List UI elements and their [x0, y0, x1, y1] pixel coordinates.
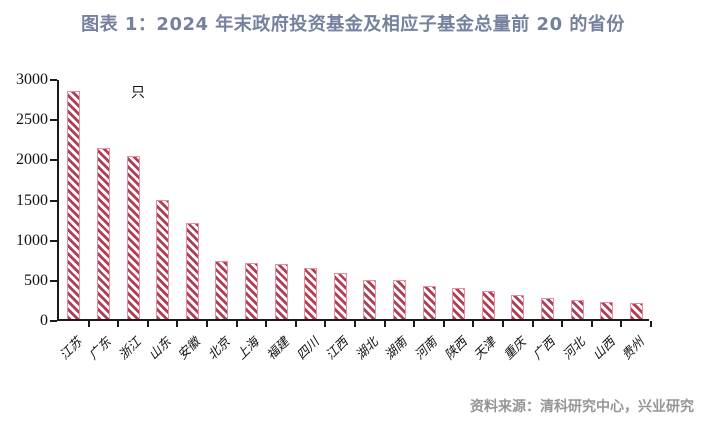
y-tick-mark: [50, 239, 57, 242]
x-tick-mark: [413, 321, 416, 327]
x-axis-label: 江西: [322, 334, 351, 363]
x-axis-label: 浙江: [115, 334, 144, 363]
x-axis-label: 贵州: [618, 334, 647, 363]
y-tick-label: 0: [40, 312, 48, 329]
bar-浙江: [126, 155, 140, 319]
x-axis-label: 天津: [470, 334, 499, 363]
y-tick-label: 2000: [16, 151, 48, 169]
x-tick-mark: [650, 321, 652, 327]
x-tick-mark: [531, 321, 534, 327]
x-tick-mark: [620, 321, 623, 327]
x-tick-mark: [146, 321, 149, 327]
x-axis-label: 河南: [411, 334, 440, 363]
x-axis-label: 江苏: [56, 334, 85, 363]
x-tick-mark: [324, 321, 327, 327]
x-axis-label: 山西: [589, 334, 618, 363]
x-tick-mark: [176, 321, 179, 327]
y-tick-label: 2500: [16, 111, 48, 129]
x-axis-label: 广西: [529, 334, 559, 363]
x-axis-label: 河北: [559, 334, 588, 363]
y-tick-label: 500: [24, 271, 48, 289]
bar-河南: [422, 286, 436, 319]
x-axis-label: 重庆: [500, 334, 529, 363]
x-axis-label: 陕西: [441, 334, 470, 363]
bar-四川: [304, 268, 318, 319]
source-note: 资料来源：清科研究中心，兴业研究: [470, 399, 694, 415]
x-tick-mark: [354, 321, 356, 327]
y-tick-mark: [50, 279, 57, 282]
bar-上海: [244, 262, 258, 319]
bar-江西: [333, 273, 347, 319]
y-tick-mark: [50, 159, 57, 162]
x-tick-mark: [87, 321, 90, 327]
x-tick-mark: [590, 321, 593, 327]
bar-广东: [96, 148, 110, 319]
x-tick-mark: [442, 321, 445, 327]
bar-安徽: [185, 222, 199, 319]
y-tick-mark: [50, 79, 57, 81]
y-tick-label: 1500: [16, 191, 48, 209]
x-tick-mark: [206, 321, 208, 327]
x-tick-mark: [265, 321, 268, 327]
bar-湖南: [392, 280, 406, 319]
x-axis-label: 湖南: [381, 334, 411, 363]
bar-湖北: [363, 279, 377, 319]
y-tick-mark: [50, 199, 57, 202]
x-axis-label: 安徽: [174, 334, 203, 363]
y-tick-mark: [50, 119, 57, 122]
bar-山西: [600, 301, 614, 319]
x-axis-label: 福建: [263, 334, 292, 363]
x-axis-label: 北京: [204, 334, 233, 363]
bar-广西: [540, 297, 554, 319]
x-tick-mark: [383, 321, 386, 327]
x-tick-mark: [472, 321, 475, 327]
x-tick-mark: [117, 321, 120, 327]
bar-陕西: [452, 288, 466, 319]
x-axis-label: 四川: [293, 334, 322, 363]
y-axis-unit-label: 只: [131, 85, 145, 101]
bar-北京: [215, 261, 229, 319]
x-axis-label: 广东: [85, 334, 115, 363]
bar-江苏: [67, 90, 81, 319]
bar-重庆: [511, 294, 525, 319]
x-axis-label: 山东: [145, 334, 174, 363]
x-axis-label: 湖北: [352, 334, 381, 363]
y-tick-label: 3000: [16, 71, 48, 88]
x-axis-label: 上海: [233, 334, 263, 363]
y-tick-label: 1000: [16, 231, 48, 249]
y-tick-mark: [50, 320, 57, 322]
x-tick-mark: [235, 321, 238, 327]
chart-title: 图表 1：2024 年末政府投资基金及相应子基金总量前 20 的省份: [81, 14, 625, 35]
x-tick-mark: [502, 321, 504, 327]
x-tick-mark: [294, 321, 297, 327]
x-tick-mark: [561, 321, 564, 327]
plot-area: 只: [50, 79, 652, 327]
bar-山东: [156, 200, 170, 319]
bar-河北: [570, 299, 584, 319]
bar-贵州: [629, 302, 643, 319]
bar-福建: [274, 263, 288, 319]
bar-天津: [481, 290, 495, 319]
